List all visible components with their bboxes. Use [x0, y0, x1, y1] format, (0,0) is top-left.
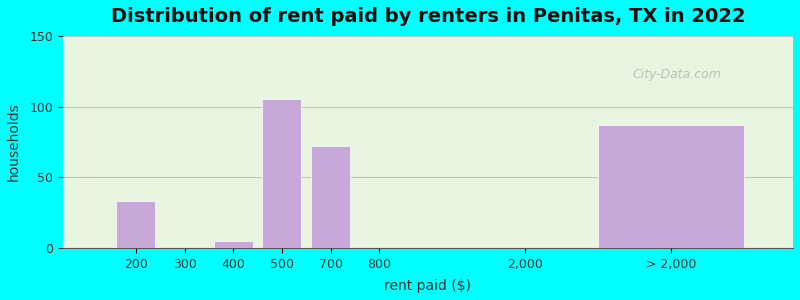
Bar: [214, 241, 253, 248]
Title: Distribution of rent paid by renters in Penitas, TX in 2022: Distribution of rent paid by renters in …: [110, 7, 746, 26]
Bar: [598, 125, 744, 248]
X-axis label: rent paid ($): rent paid ($): [385, 279, 471, 293]
Y-axis label: households: households: [7, 103, 21, 181]
Bar: [262, 100, 302, 248]
Text: City-Data.com: City-Data.com: [633, 68, 722, 80]
Bar: [311, 146, 350, 248]
Bar: [117, 201, 155, 248]
